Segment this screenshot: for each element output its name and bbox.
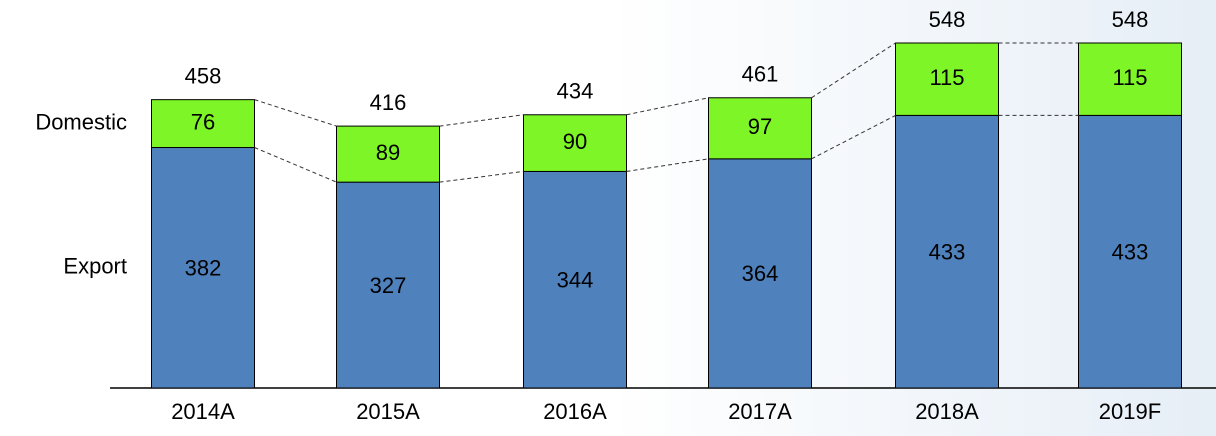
x-tick-label: 2018A bbox=[915, 399, 979, 424]
bar-segment bbox=[151, 99, 255, 149]
bar-segment bbox=[523, 114, 627, 172]
value-label: 115 bbox=[1112, 65, 1147, 90]
connector bbox=[811, 42, 896, 99]
total-label: 416 bbox=[370, 90, 407, 115]
connector bbox=[254, 99, 337, 127]
bar-segment bbox=[523, 170, 627, 389]
connector bbox=[439, 170, 524, 183]
value-label: 382 bbox=[185, 256, 222, 281]
total-label: 548 bbox=[929, 7, 966, 32]
x-tick-label: 2016A bbox=[543, 399, 607, 424]
x-tick-label: 2017A bbox=[728, 399, 792, 424]
bar-segment bbox=[708, 158, 812, 389]
total-label: 434 bbox=[557, 79, 594, 104]
value-label: 364 bbox=[742, 261, 779, 286]
bar-segment bbox=[336, 125, 440, 183]
series-label: Domestic bbox=[35, 109, 127, 134]
value-label: 433 bbox=[1112, 240, 1149, 265]
bar-segment bbox=[1078, 114, 1182, 389]
value-label: 97 bbox=[748, 114, 772, 139]
value-label: 89 bbox=[376, 140, 400, 165]
connector bbox=[811, 114, 896, 160]
value-label: 344 bbox=[557, 268, 594, 293]
bar-segment bbox=[336, 181, 440, 389]
value-label: 327 bbox=[370, 273, 407, 298]
bar-segment bbox=[708, 97, 812, 160]
value-label: 115 bbox=[929, 65, 964, 90]
total-label: 548 bbox=[1112, 7, 1149, 32]
x-tick-label: 2014A bbox=[171, 399, 235, 424]
value-label: 433 bbox=[929, 240, 966, 265]
value-label: 90 bbox=[563, 129, 587, 154]
bar-segment bbox=[1078, 42, 1182, 116]
bar-segment bbox=[151, 147, 255, 389]
x-tick-label: 2019F bbox=[1099, 399, 1161, 424]
bar-segment bbox=[895, 42, 999, 116]
connector bbox=[439, 114, 524, 127]
bar-segment bbox=[895, 114, 999, 389]
x-tick-label: 2015A bbox=[356, 399, 420, 424]
connector bbox=[254, 147, 337, 183]
series-label: Export bbox=[63, 254, 127, 279]
total-label: 461 bbox=[742, 62, 779, 87]
value-label: 76 bbox=[191, 109, 215, 134]
total-label: 458 bbox=[185, 63, 222, 88]
